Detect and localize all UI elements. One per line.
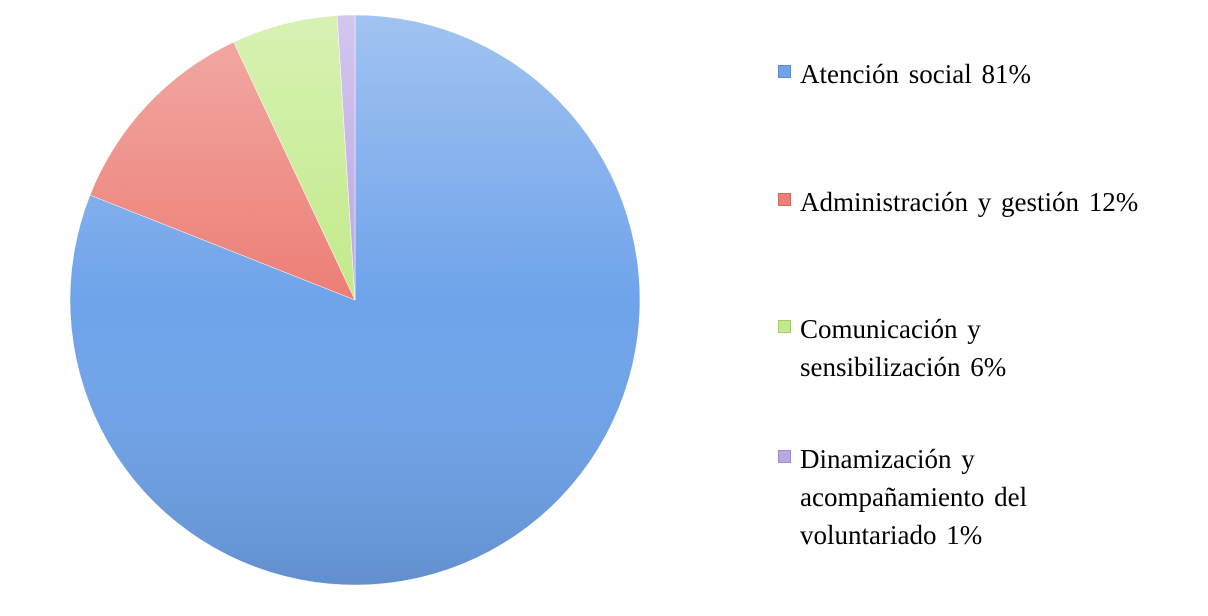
- legend-item: Atención social 81%: [778, 55, 1188, 93]
- legend-item: Administración y gestión 12%: [778, 183, 1188, 221]
- chart: [69, 14, 641, 586]
- pie: [69, 14, 641, 586]
- legend-item: Dinamización y acompañamiento del volunt…: [778, 440, 1188, 554]
- legend-swatch: [778, 450, 791, 463]
- legend-label: Comunicación y sensibilización 6%: [800, 314, 1007, 382]
- legend-label: Atención social 81%: [800, 59, 1031, 89]
- legend-item: Comunicación y sensibilización 6%: [778, 310, 1188, 386]
- legend-swatch: [778, 65, 791, 78]
- legend-label: Administración y gestión 12%: [800, 187, 1139, 217]
- legend-swatch: [778, 320, 791, 333]
- legend-label: Dinamización y acompañamiento del volunt…: [800, 444, 1028, 550]
- legend-swatch: [778, 193, 791, 206]
